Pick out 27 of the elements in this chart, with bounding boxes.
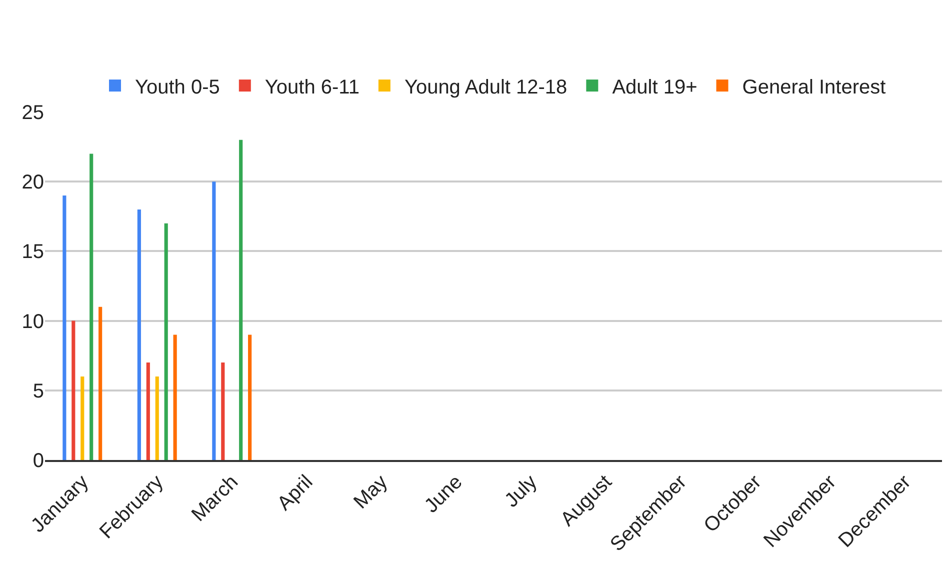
legend-label: General Interest [742,76,886,98]
y-tick-label: 25 [22,102,44,124]
bar [98,306,102,460]
bar [137,209,141,460]
legend-label: Youth 6-11 [264,76,360,98]
bar [72,320,76,460]
y-tick-label: 20 [22,172,44,194]
bar [164,223,168,460]
x-tick-label: May [350,471,392,514]
y-tick-label: 5 [32,380,44,402]
legend-label: Adult 19+ [612,76,698,98]
bar [239,140,243,460]
bar [90,154,94,460]
y-tick-label: 10 [22,310,44,333]
y-tick-label: 0 [32,450,44,472]
x-tick-label: July [500,471,542,512]
legend-label: Young Adult 12-18 [404,76,568,98]
bar [212,182,216,460]
bar [155,376,159,460]
bar [173,334,177,460]
bar [80,376,84,460]
legend-label: Youth 0-5 [135,76,220,98]
bar [248,334,252,460]
bar [146,362,150,460]
bar [221,362,225,460]
bar [62,196,66,460]
y-tick-label: 15 [22,241,44,264]
